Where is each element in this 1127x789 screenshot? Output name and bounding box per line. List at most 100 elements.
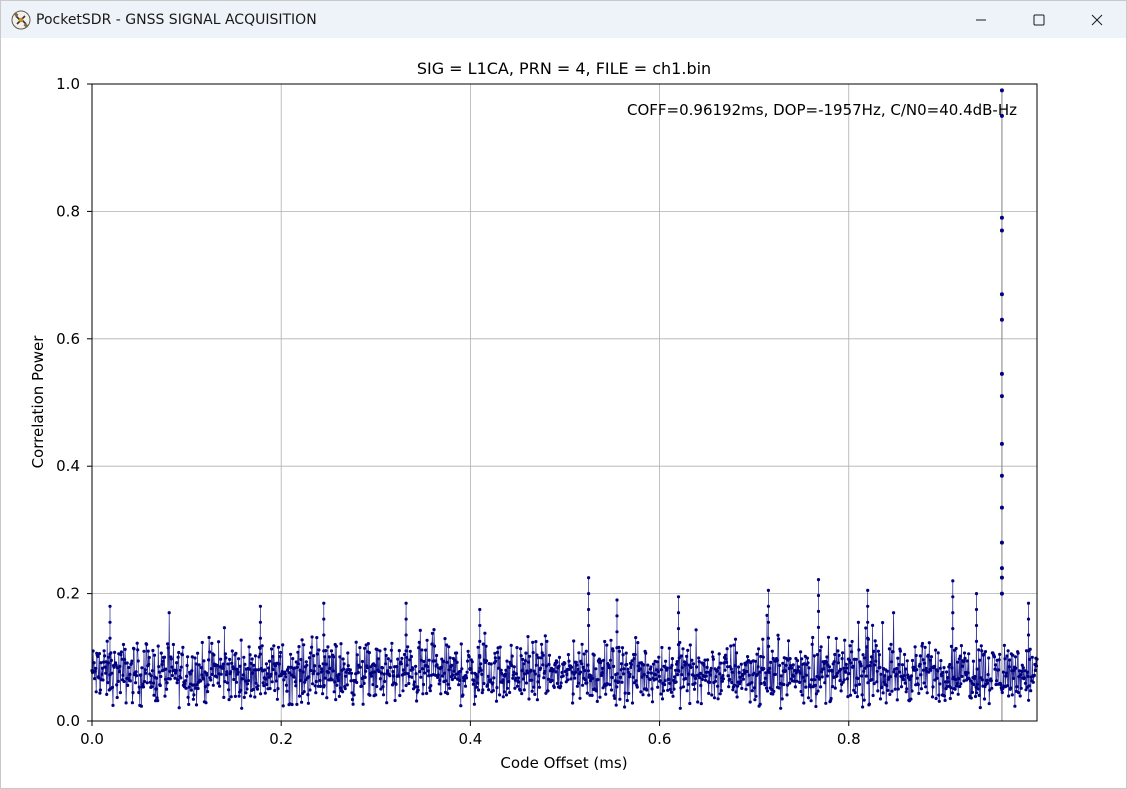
data-point bbox=[688, 643, 692, 647]
data-point bbox=[215, 675, 219, 679]
data-point bbox=[589, 674, 593, 678]
title-bar[interactable]: PocketSDR - GNSS SIGNAL ACQUISITION bbox=[1, 1, 1126, 38]
data-point bbox=[286, 665, 291, 669]
data-point bbox=[419, 675, 423, 679]
data-point bbox=[258, 636, 262, 640]
data-point bbox=[939, 659, 943, 663]
data-point bbox=[869, 660, 873, 664]
data-point bbox=[730, 670, 734, 674]
data-point bbox=[587, 592, 591, 596]
data-point bbox=[322, 633, 326, 637]
data-point bbox=[540, 642, 544, 646]
data-point bbox=[915, 676, 919, 680]
data-point bbox=[910, 658, 915, 663]
data-point bbox=[899, 685, 904, 689]
data-point bbox=[389, 659, 393, 663]
data-point bbox=[895, 698, 899, 702]
data-point bbox=[1026, 633, 1031, 637]
data-point bbox=[463, 684, 468, 688]
data-point bbox=[349, 671, 354, 675]
maximize-button[interactable] bbox=[1010, 1, 1068, 38]
data-point bbox=[533, 672, 537, 676]
data-point bbox=[543, 634, 547, 638]
data-point bbox=[866, 604, 870, 608]
data-point bbox=[742, 668, 746, 673]
data-point bbox=[740, 686, 744, 691]
peak-point bbox=[999, 317, 1004, 322]
data-point bbox=[586, 663, 590, 667]
data-point bbox=[355, 653, 359, 657]
data-point bbox=[481, 642, 485, 646]
data-point bbox=[432, 644, 437, 648]
close-button[interactable] bbox=[1068, 1, 1126, 38]
data-point bbox=[310, 645, 314, 649]
data-point bbox=[180, 653, 184, 657]
data-point bbox=[766, 636, 771, 640]
data-point bbox=[271, 655, 275, 659]
data-point bbox=[407, 681, 411, 686]
data-point bbox=[339, 642, 343, 646]
data-point bbox=[708, 673, 712, 677]
data-point bbox=[408, 658, 412, 662]
data-point bbox=[977, 648, 981, 652]
data-point bbox=[137, 685, 141, 689]
data-point bbox=[373, 664, 377, 668]
data-point bbox=[278, 654, 282, 659]
data-point bbox=[700, 677, 705, 682]
data-point bbox=[128, 679, 132, 683]
data-point bbox=[1023, 681, 1027, 685]
data-point bbox=[783, 669, 788, 673]
data-point bbox=[432, 628, 436, 632]
data-point bbox=[177, 706, 181, 710]
data-point bbox=[313, 664, 317, 668]
data-point bbox=[679, 686, 683, 690]
data-point bbox=[318, 678, 322, 683]
data-point bbox=[364, 669, 368, 673]
data-point bbox=[498, 645, 502, 649]
data-point bbox=[974, 685, 978, 689]
data-point bbox=[480, 672, 484, 677]
data-point bbox=[767, 670, 771, 675]
data-point bbox=[706, 658, 710, 662]
data-point bbox=[838, 667, 843, 672]
data-point bbox=[430, 631, 434, 636]
data-point bbox=[210, 672, 214, 677]
data-point bbox=[900, 663, 905, 667]
data-point bbox=[314, 679, 318, 684]
data-point bbox=[452, 658, 457, 662]
data-point bbox=[416, 685, 420, 689]
data-point bbox=[466, 659, 470, 663]
data-point bbox=[763, 683, 767, 687]
data-point bbox=[729, 644, 733, 648]
data-point bbox=[847, 658, 852, 662]
data-point bbox=[252, 663, 256, 667]
data-point bbox=[413, 685, 417, 689]
data-point bbox=[493, 651, 497, 655]
data-point bbox=[599, 659, 603, 663]
data-point bbox=[851, 664, 855, 669]
data-point bbox=[535, 698, 540, 702]
data-point bbox=[308, 688, 312, 692]
data-point bbox=[287, 671, 292, 675]
y-tick-label: 0.8 bbox=[56, 202, 80, 220]
minimize-button[interactable] bbox=[952, 1, 1010, 38]
data-point bbox=[684, 662, 688, 666]
data-point bbox=[346, 651, 350, 655]
data-point bbox=[446, 682, 450, 687]
data-point bbox=[479, 662, 483, 666]
data-point bbox=[967, 677, 971, 681]
data-point bbox=[193, 656, 197, 660]
data-point bbox=[265, 672, 269, 676]
data-point bbox=[368, 693, 372, 697]
data-point bbox=[943, 698, 947, 703]
data-point bbox=[1025, 670, 1030, 674]
data-point bbox=[388, 674, 392, 678]
data-point bbox=[609, 638, 613, 642]
data-point bbox=[841, 680, 845, 684]
data-point bbox=[157, 670, 161, 674]
data-point bbox=[684, 677, 688, 681]
data-point bbox=[415, 699, 419, 703]
data-point bbox=[378, 649, 382, 653]
data-point bbox=[557, 655, 562, 660]
data-point bbox=[300, 700, 304, 704]
